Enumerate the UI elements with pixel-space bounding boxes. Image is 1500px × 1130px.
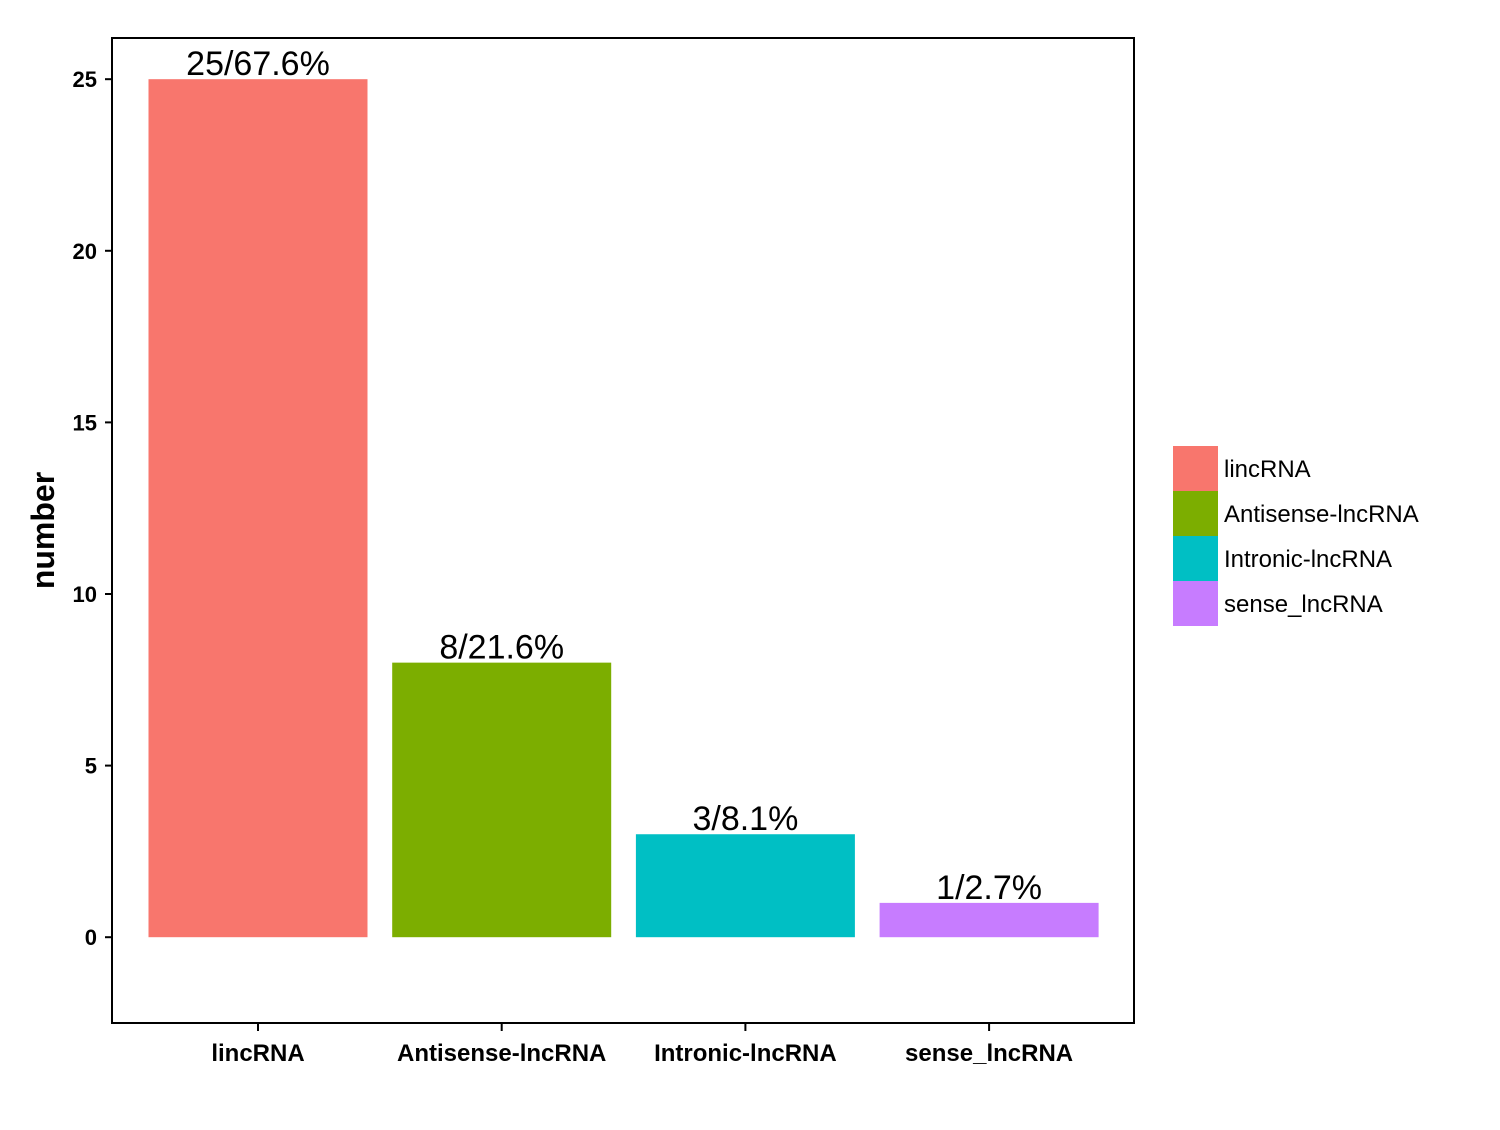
bar-sense-lncrna [879, 902, 1099, 938]
x-tick-label: Antisense-lncRNA [397, 1040, 606, 1067]
legend-key [1173, 536, 1218, 581]
legend-key [1173, 446, 1218, 491]
legend-key [1173, 491, 1218, 536]
legend-label: Antisense-lncRNA [1224, 501, 1419, 528]
y-tick-label: 25 [73, 67, 97, 92]
bar-intronic-lncrna [635, 834, 855, 938]
legend: lincRNA Antisense-lncRNA Intronic-lncRNA se… [1173, 446, 1419, 626]
bar-value-label: 3/8.1% [692, 800, 798, 838]
legend-key [1173, 581, 1218, 626]
x-tick-label: lincRNA [211, 1040, 304, 1067]
bar-antisense-lncrna [392, 662, 612, 938]
legend-label: sense_lncRNA [1224, 591, 1383, 618]
legend-label: Intronic-lncRNA [1224, 546, 1392, 573]
bars-group [148, 79, 1099, 938]
y-tick-label: 20 [73, 239, 97, 264]
x-axis: lincRNA Antisense-lncRNA Intronic-lncRNA se… [211, 1023, 1073, 1067]
plot-panel-border [111, 37, 1135, 1024]
y-tick-label: 0 [85, 925, 97, 950]
y-axis: 0 5 10 15 20 25 [73, 67, 112, 950]
data-labels-group: 25/67.6% 8/21.6% 3/8.1% 1/2.7% [186, 45, 1042, 907]
legend-label: lincRNA [1224, 456, 1311, 483]
x-tick-label: sense_lncRNA [905, 1040, 1073, 1067]
y-axis-label: number [25, 472, 61, 589]
bar-value-label: 25/67.6% [186, 45, 330, 83]
y-tick-label: 10 [73, 582, 97, 607]
bar-value-label: 1/2.7% [936, 869, 1042, 907]
x-tick-label: Intronic-lncRNA [654, 1040, 837, 1067]
y-tick-label: 5 [85, 754, 97, 779]
y-tick-label: 15 [73, 410, 97, 435]
bar-lincrna [148, 79, 368, 938]
bar-value-label: 8/21.6% [439, 629, 564, 667]
